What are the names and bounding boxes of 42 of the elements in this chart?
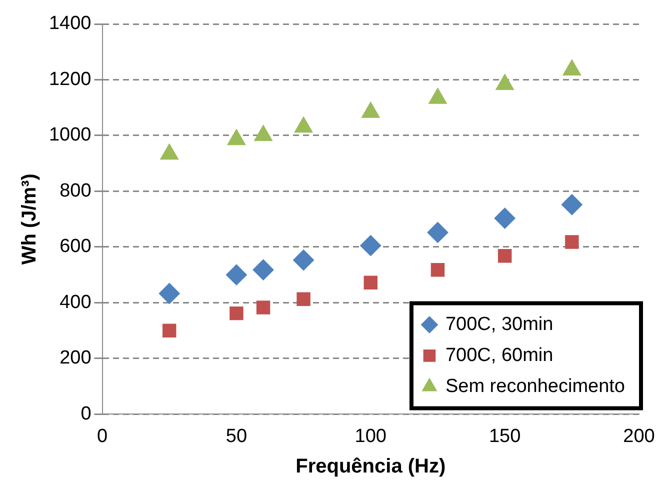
legend-label: 700C, 60min [445,344,554,366]
y-tick-label: 0 [80,403,92,424]
y-axis-title: Wh (J/m³) [18,174,41,265]
y-tick-label: 200 [60,348,92,369]
y-tick-label: 1200 [48,68,92,90]
point [427,222,448,243]
x-tick-label: 50 [226,426,248,447]
point [230,306,244,320]
x-tick-label: 200 [623,426,655,447]
y-tick-label: 1400 [48,13,92,34]
y-tick-label: 600 [60,236,92,258]
point [256,300,270,314]
x-tick-label: 0 [96,426,108,447]
point [162,324,176,338]
point [361,102,380,118]
legend-label: 700C, 30min [445,314,554,335]
point [494,208,516,229]
x-tick-label: 100 [354,426,386,447]
x-tick-label: 150 [488,426,521,447]
point [226,264,247,286]
point [498,249,512,263]
point [252,259,274,280]
point [360,235,382,256]
point [561,194,582,216]
point [160,144,179,160]
point [294,116,313,133]
point [428,88,447,104]
point [562,59,582,76]
legend-label: Sem reconhecimento [445,376,626,397]
point [227,129,246,146]
point [158,283,180,304]
y-tick-label: 400 [60,292,92,313]
point [364,276,378,290]
y-tick-label: 800 [60,180,92,202]
point [293,250,314,271]
y-tick-label: 1000 [48,124,92,146]
point [565,235,579,249]
point [296,292,310,306]
point [496,74,514,90]
point [254,124,272,141]
point [430,262,445,277]
x-axis-title: Frequência (Hz) [296,456,446,478]
